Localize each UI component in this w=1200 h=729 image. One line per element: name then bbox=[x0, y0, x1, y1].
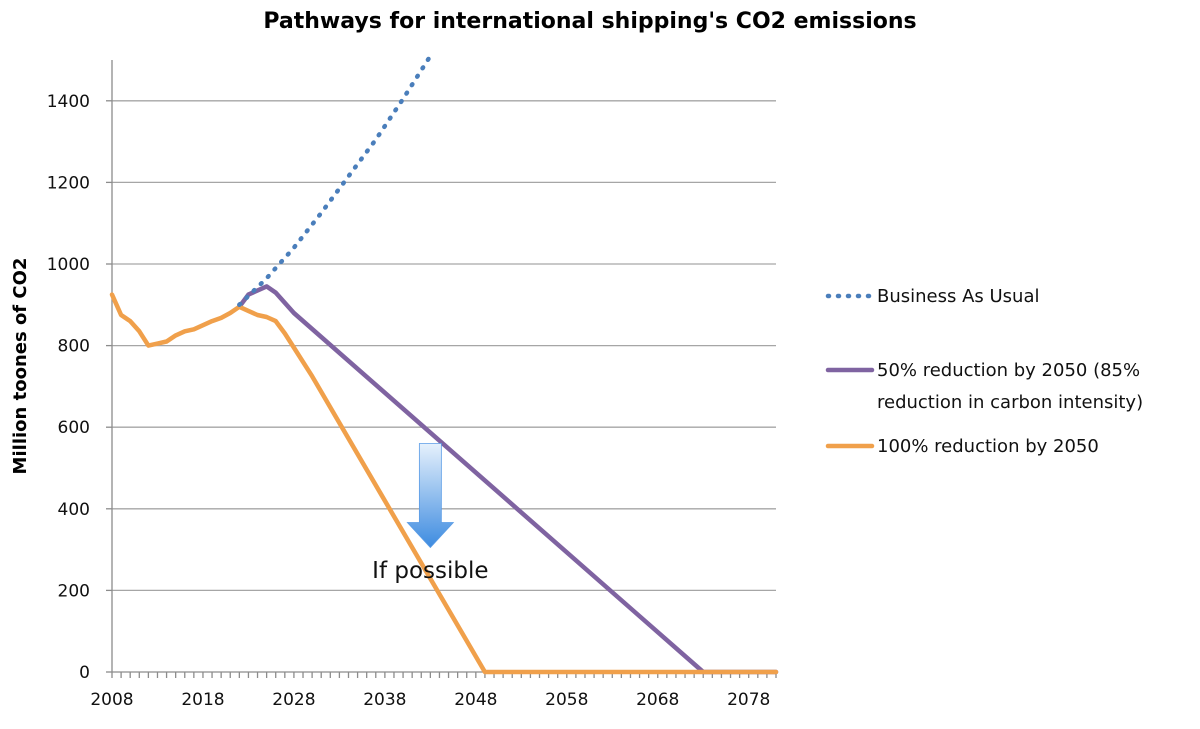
chart-title: Pathways for international shipping's CO… bbox=[263, 9, 916, 34]
x-tick-label: 2078 bbox=[727, 690, 770, 710]
y-tick-label: 1200 bbox=[47, 173, 90, 193]
x-tick-label: 2058 bbox=[545, 690, 588, 710]
y-tick-label: 800 bbox=[58, 337, 90, 357]
series-lines bbox=[109, 53, 779, 675]
y-tick-label: 1000 bbox=[47, 255, 90, 275]
x-tick-label: 2048 bbox=[454, 690, 497, 710]
y-tick-label: 0 bbox=[79, 663, 90, 683]
y-tick-label: 1400 bbox=[47, 92, 90, 112]
gridlines bbox=[112, 100, 776, 592]
down-arrow-icon bbox=[406, 443, 455, 549]
y-axis-label: Million toones of CO2 bbox=[10, 258, 31, 475]
series-line-business-as-usual bbox=[237, 53, 433, 308]
y-tick-label: 400 bbox=[58, 500, 90, 520]
y-tick-label: 600 bbox=[58, 418, 90, 438]
annotations: If possible bbox=[372, 443, 489, 584]
tick-labels: 0 200 400 600 800 1000 1200 1400 2008 2018 2028 203… bbox=[47, 92, 771, 710]
legend-label-1: 50% reduction by 2050 (85% reduction in c… bbox=[877, 360, 1143, 413]
x-tick-label: 2028 bbox=[272, 690, 315, 710]
x-tick-label: 2008 bbox=[90, 690, 133, 710]
x-tick-label: 2018 bbox=[181, 690, 224, 710]
legend-label-2: 100% reduction by 2050 bbox=[877, 436, 1099, 457]
y-tick-label: 200 bbox=[58, 581, 90, 601]
axes bbox=[106, 60, 777, 678]
legend-label-0: Business As Usual bbox=[877, 286, 1040, 307]
x-tick-label: 2068 bbox=[636, 690, 679, 710]
annotation-if-possible: If possible bbox=[372, 558, 488, 584]
series-line-100pct-reduction bbox=[109, 292, 779, 675]
series-line-50pct-reduction bbox=[237, 284, 779, 675]
legend: Business As Usual 50% reduction by 2050 (… bbox=[825, 286, 1143, 457]
x-tick-label: 2038 bbox=[363, 690, 406, 710]
